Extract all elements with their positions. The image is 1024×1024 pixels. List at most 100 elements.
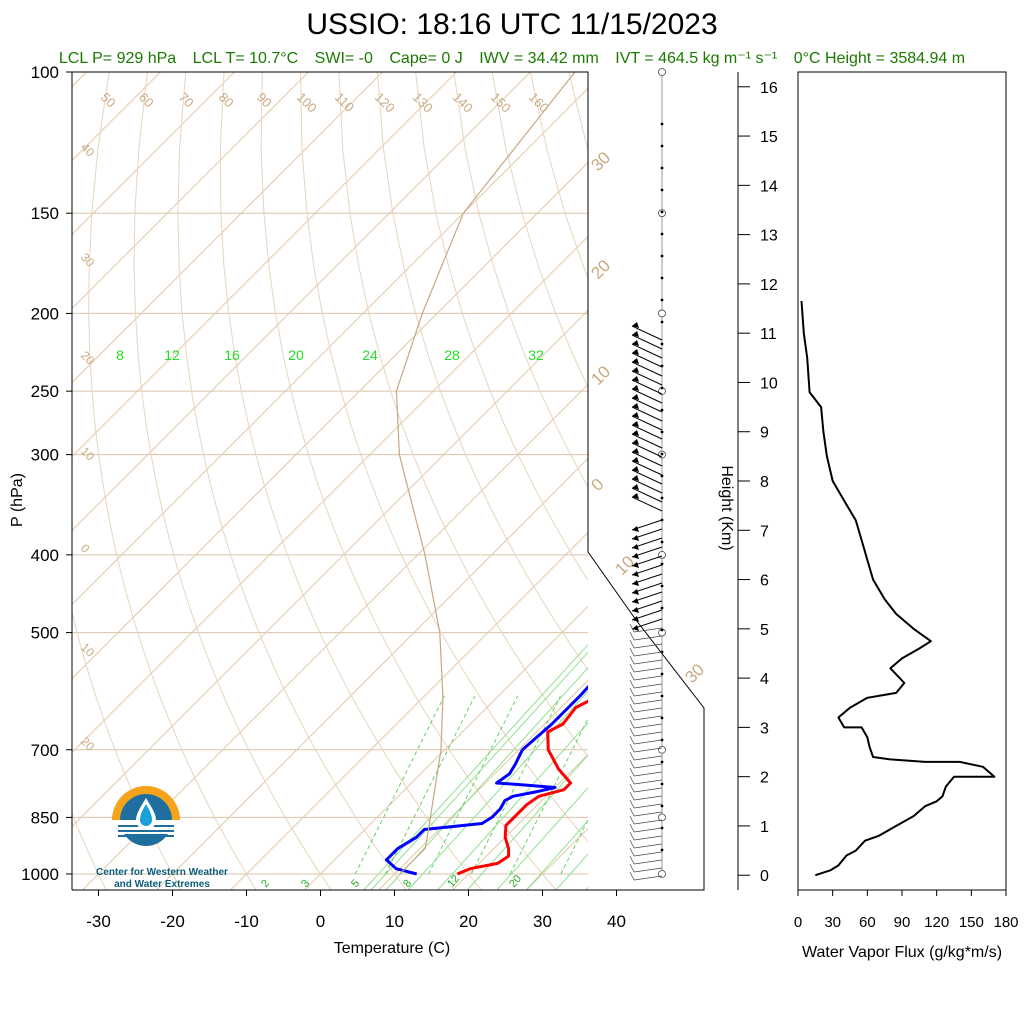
wind-barb-flag [632,475,639,481]
dry-adiabat [338,72,588,758]
dewpoint-line [385,684,588,876]
isotherm [377,679,588,890]
barb-dot [660,144,664,148]
isotherm [155,457,588,890]
isotherm-label: 30 [681,660,708,687]
wind-barb-feather [629,711,635,721]
isotherm-label: 100 [294,90,320,116]
mixing-ratio-label: 12 [164,347,180,363]
flux-x-tick-label: 30 [824,914,841,931]
isotherm-label: 90 [254,90,275,111]
wind-barb [631,478,663,494]
logo-drop-inner [140,804,152,826]
isotherm-label: 20 [78,734,98,754]
wind-barb-feather [629,831,635,841]
dry-adiabat [72,812,107,890]
parcel-line [395,72,576,875]
mixing-ratio-line [385,695,476,875]
wind-barb [633,763,663,769]
logo-caption: Center for Western Weather and Water Ext… [92,867,232,891]
wind-barb [633,843,663,849]
cape-value: Cape= 0 J [389,50,463,67]
wind-barb-feather [629,719,635,729]
wind-barb-flag [632,358,639,364]
height-tick-label: 15 [760,129,778,146]
wind-barb-flag [632,535,639,541]
wind-barb-feather [629,839,635,849]
dry-adiabat [875,72,1024,891]
lcl-pressure: LCL P= 929 hPa [58,50,177,67]
wind-barb-feather [629,727,635,737]
barb-dot [660,298,664,302]
isotherm [72,87,588,606]
mixing-ratio-line [354,695,445,875]
wind-barb-feather [629,695,635,705]
x-tick-label: 20 [459,912,478,931]
wind-barb [633,859,663,865]
y-tick-label: 500 [31,624,59,643]
moist-adiabat [584,886,588,890]
wind-barb-feather [629,807,635,817]
barb-dot [660,782,664,786]
wind-barb [631,352,663,368]
isotherm-label: 0 [78,541,93,556]
wind-barb-flag [632,544,639,550]
wind-barb [633,819,663,825]
barb-dot [660,342,664,346]
barb-dot [660,804,664,808]
wind-barb-feather [629,671,635,681]
wind-barb-feather [629,679,635,689]
wind-barb [633,683,663,689]
isotherm-label: 80 [216,90,237,111]
wind-barb-feather [629,703,635,713]
mixing-ratio-label: 24 [362,347,378,363]
wind-barb-flag [632,607,639,613]
flux-plot [800,301,996,877]
mixing-ratio-label: 32 [528,347,544,363]
wind-barb [631,451,663,467]
wind-barb-flag [632,571,639,577]
height-tick-label: 11 [760,326,777,343]
height-tick-label: 1 [760,819,769,836]
wind-barb [631,334,663,350]
barb-level-circle [658,68,666,76]
dry-adiabat [607,72,1024,891]
y-tick-label: 150 [31,204,59,223]
dry-adiabat [88,72,257,890]
mixing-ratio-label: 28 [444,347,460,363]
mixing-ratio-bottom-label: 2 [259,878,272,890]
isotherm [600,72,1024,891]
isotherm-label: 70 [176,90,197,111]
y-tick-label: 200 [31,304,59,323]
isotherm-label: 20 [78,348,98,368]
isotherm [72,72,531,532]
wind-barb [633,691,663,697]
y-tick-label: 100 [31,63,59,82]
isotherm-label: 110 [332,90,357,115]
mixing-ratio-label: 20 [288,347,304,363]
wind-barb [633,627,663,633]
wind-barb [633,715,663,721]
dry-adiabat [453,72,588,488]
wind-barb-feather [629,655,635,665]
wind-barb [633,643,663,649]
barb-dot [660,672,664,676]
x-tick-label: 40 [607,912,626,931]
isotherm-label: 0 [587,475,607,495]
wind-barb-feather [629,767,635,777]
moist-adiabat [525,819,588,890]
wind-barb-feather [629,743,635,753]
freezing-height: 0°C Height = 3584.94 m [793,50,966,67]
height-tick-label: 12 [760,277,778,294]
wind-barb-flag [632,376,639,382]
mixing-ratio-label: 16 [224,347,240,363]
y-tick-label: 250 [31,382,59,401]
wind-barb-flag [632,457,639,463]
barb-dot [660,760,664,764]
height-tick-label: 6 [760,573,769,590]
barb-dot [660,540,664,544]
wind-barb-flag [632,493,639,499]
wind-barb-feather [629,687,635,697]
wind-barb-feather [629,751,635,761]
